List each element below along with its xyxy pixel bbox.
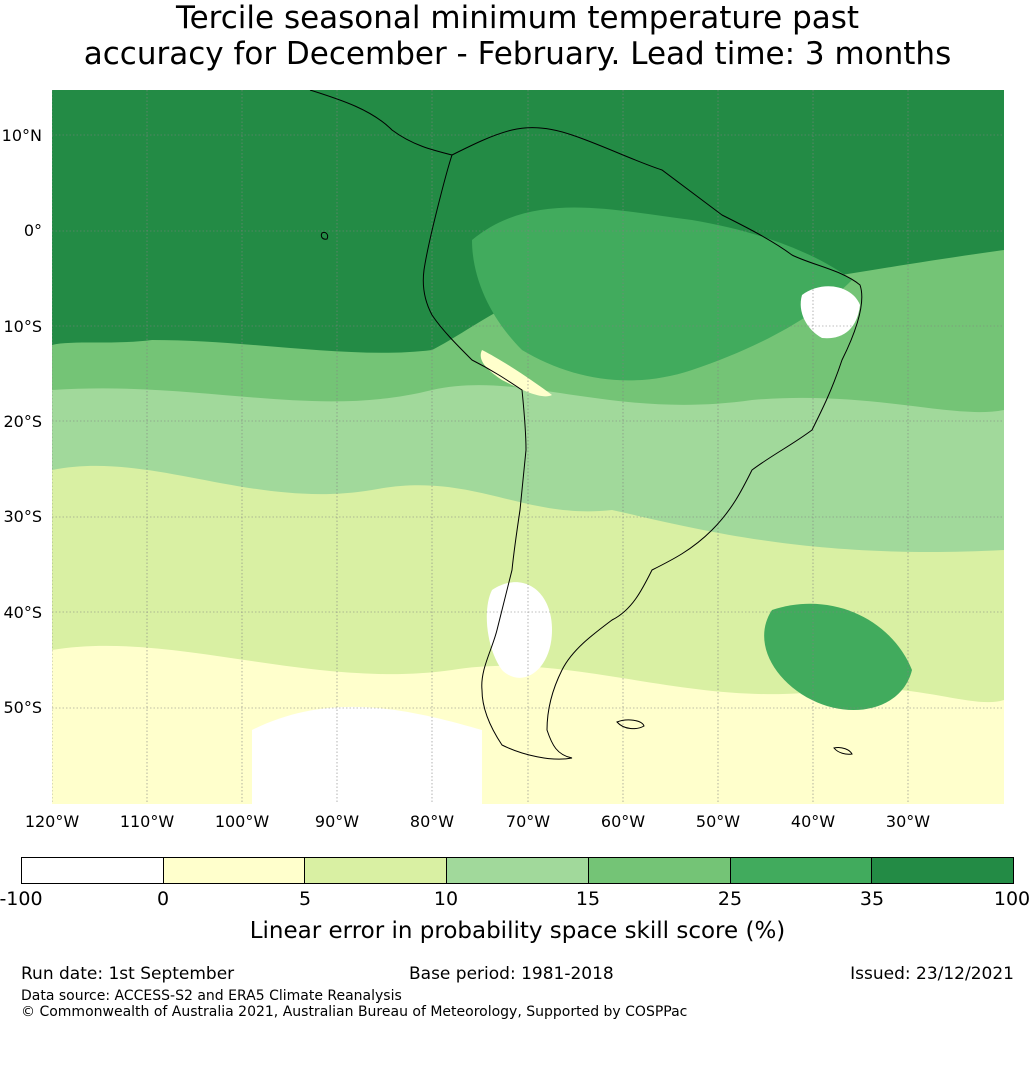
colorbar-label: Linear error in probability space skill … — [249, 918, 786, 944]
colorbar-tick-2: 0 — [156, 888, 170, 910]
lon-label-80W: 80°W — [409, 812, 455, 831]
lat-label-10S: 10°S — [3, 317, 42, 336]
data-source: Data source: ACCESS-S2 and ERA5 Climate … — [21, 988, 402, 1004]
colorbar-segment-6 — [730, 858, 873, 883]
lat-label-10N: 10°N — [1, 126, 42, 145]
coastline-galapagos — [320, 232, 329, 240]
lon-label-60W: 60°W — [600, 812, 646, 831]
skill-region-amazon — [472, 207, 852, 381]
coastline-south-america — [309, 90, 863, 760]
lon-label-30W: 30°W — [885, 812, 931, 831]
lat-label-50S: 50°S — [3, 698, 42, 717]
colorbar-tick-1: -100 — [0, 888, 43, 910]
lon-label-110W: 110°W — [119, 812, 175, 831]
copyright: © Commonwealth of Australia 2021, Austra… — [21, 1004, 688, 1020]
coastline-falklands — [616, 719, 645, 730]
colorbar-segment-1 — [22, 858, 164, 883]
colorbar — [21, 857, 1014, 884]
lon-label-50W: 50°W — [695, 812, 741, 831]
base-period: Base period: 1981-2018 — [409, 964, 614, 984]
lat-label-20S: 20°S — [3, 412, 42, 431]
lat-label-40S: 40°S — [3, 603, 42, 622]
issued-date: Issued: 23/12/2021 — [850, 964, 1014, 984]
colorbar-segment-2 — [163, 858, 306, 883]
skill-map — [52, 90, 1004, 804]
chart-title: Tercile seasonal minimum temperature pas… — [0, 0, 1035, 72]
lon-label-40W: 40°W — [790, 812, 836, 831]
colorbar-tick-8: 100 — [993, 888, 1031, 910]
colorbar-segment-4 — [447, 858, 589, 883]
title-line-2: accuracy for December - February. Lead t… — [83, 36, 952, 72]
coastline-south-georgia — [833, 747, 853, 755]
colorbar-tick-4: 10 — [433, 888, 459, 910]
colorbar-segment-3 — [305, 858, 448, 883]
colorbar-segment-7 — [872, 858, 1014, 883]
skill-map-canvas — [52, 90, 1004, 804]
skill-region-andes-pale — [480, 350, 552, 397]
lon-label-120W: 120°W — [24, 812, 80, 831]
skill-region-northeast-white — [800, 286, 860, 339]
graticule — [52, 90, 1004, 804]
skill-region-midlat-green — [764, 603, 912, 710]
skill-region-southern-white — [252, 706, 482, 804]
run-date: Run date: 1st September — [21, 964, 235, 984]
lat-label-30S: 30°S — [3, 507, 42, 526]
colorbar-segment-5 — [588, 858, 731, 883]
colorbar-tick-7: 35 — [859, 888, 885, 910]
title-line-1: Tercile seasonal minimum temperature pas… — [175, 0, 860, 36]
lon-label-90W: 90°W — [314, 812, 360, 831]
lon-label-100W: 100°W — [214, 812, 270, 831]
lon-label-70W: 70°W — [505, 812, 551, 831]
colorbar-tick-3: 5 — [298, 888, 312, 910]
colorbar-tick-6: 25 — [717, 888, 743, 910]
colorbar-tick-5: 15 — [575, 888, 601, 910]
lat-label-0: 0° — [23, 221, 42, 240]
